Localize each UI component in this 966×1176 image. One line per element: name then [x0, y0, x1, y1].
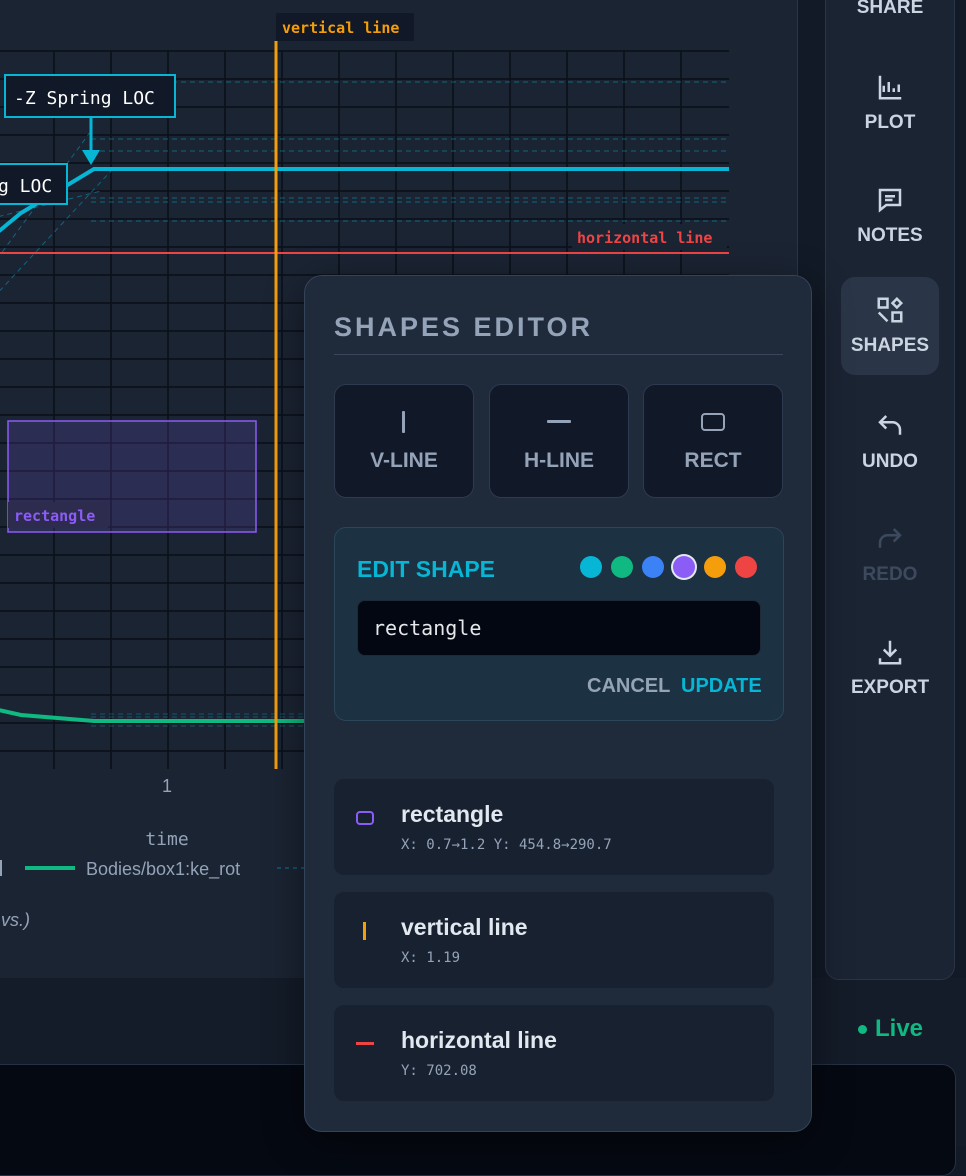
live-dot-icon	[858, 1024, 867, 1034]
swatch-cyan[interactable]	[580, 556, 602, 578]
color-swatches	[580, 556, 757, 578]
vline-icon	[402, 411, 405, 433]
swatch-purple[interactable]	[673, 556, 695, 578]
shape-coords: Y: 702.08	[401, 1063, 477, 1079]
toolbar-share-button[interactable]: SHARE	[841, 0, 939, 57]
toolbar-undo-label: UNDO	[862, 451, 918, 472]
shape-list-item-rectangle[interactable]: rectangle X: 0.7→1.2 Y: 454.8→290.7	[334, 779, 774, 875]
rect-icon	[701, 413, 725, 431]
legend-series-label[interactable]: Bodies/box1:ke_rot	[86, 859, 240, 880]
redo-icon	[878, 528, 902, 548]
download-icon	[878, 640, 902, 665]
shapes-icon	[877, 296, 904, 323]
toolbar-shapes-button[interactable]: SHAPES	[841, 277, 939, 375]
toolbar-share-label: SHARE	[856, 0, 924, 18]
shape-list-item-horizontal-line[interactable]: horizontal line Y: 702.08	[334, 1005, 774, 1101]
shape-name: rectangle	[401, 801, 504, 827]
update-button[interactable]: UPDATE	[681, 675, 762, 697]
ghost-trace	[0, 130, 92, 256]
add-hline-button[interactable]: H-LINE	[489, 384, 629, 498]
hline-shape-icon	[356, 1042, 374, 1045]
shape-name: horizontal line	[401, 1027, 557, 1053]
toolbar-shapes-label: SHAPES	[850, 335, 930, 356]
annotation-cut-text: g LOC	[0, 176, 52, 197]
swatch-green[interactable]	[611, 556, 633, 578]
legend-cut-marker	[0, 860, 2, 876]
swatch-blue[interactable]	[642, 556, 664, 578]
x-axis-label: time	[145, 829, 188, 850]
shape-name-input[interactable]	[357, 600, 761, 656]
edit-shape-form: EDIT SHAPE CANCEL UPDATE	[334, 527, 784, 721]
add-hline-label: H-LINE	[524, 449, 594, 472]
rect-shape-icon	[356, 811, 374, 825]
toolbar-redo-label: REDO	[862, 564, 918, 585]
annotation-box[interactable]	[4, 74, 176, 118]
toolbar-redo-button[interactable]: REDO	[841, 506, 939, 604]
add-vline-button[interactable]: V-LINE	[334, 384, 474, 498]
rectangle-label: rectangle	[14, 507, 95, 525]
horizontal-line-label: horizontal line	[577, 229, 712, 247]
vline-shape-icon	[363, 922, 366, 940]
add-vline-label: V-LINE	[370, 449, 438, 472]
vertical-line-label-bg	[276, 13, 414, 41]
toolbar-plot-label: PLOT	[864, 112, 916, 133]
shape-name: vertical line	[401, 914, 528, 940]
toolbar-export-button[interactable]: EXPORT	[841, 619, 939, 717]
annotation-box-cut[interactable]	[0, 163, 68, 205]
add-rect-button[interactable]: RECT	[643, 384, 783, 498]
edit-shape-title: EDIT SHAPE	[357, 556, 496, 582]
toolbar-plot-button[interactable]: PLOT	[841, 54, 939, 152]
shapes-editor-panel: SHAPES EDITOR V-LINE H-LINE RECT EDIT SH…	[304, 275, 812, 1132]
ghost-trace	[0, 190, 102, 217]
toolbar-notes-label: NOTES	[857, 225, 923, 246]
live-status-label: Live	[875, 1015, 924, 1042]
toolbar-undo-button[interactable]: UNDO	[841, 393, 939, 491]
x-tick-label: 1	[162, 776, 172, 796]
editor-title: SHAPES EDITOR	[334, 312, 594, 342]
right-toolbar: SHARE PLOT NOTES SHAPES UNDO REDO EXPO	[825, 0, 955, 980]
rectangle-label-bg	[8, 502, 108, 528]
cancel-button[interactable]: CANCEL	[587, 675, 671, 697]
annotation-arrowhead	[82, 150, 100, 165]
message-icon	[878, 188, 902, 213]
annotation-text: -Z Spring LOC	[14, 88, 155, 109]
vertical-line-label: vertical line	[282, 19, 399, 37]
hline-icon	[547, 420, 571, 423]
shape-coords: X: 0.7→1.2 Y: 454.8→290.7	[401, 837, 612, 853]
add-rect-label: RECT	[684, 449, 742, 472]
footnote-text: vs.)	[1, 910, 30, 930]
shape-list-item-vertical-line[interactable]: vertical line X: 1.19	[334, 892, 774, 988]
live-status: Live	[858, 1014, 923, 1044]
swatch-red[interactable]	[735, 556, 757, 578]
editor-divider	[334, 354, 783, 355]
horizontal-line-label-bg	[572, 224, 727, 250]
toolbar-notes-button[interactable]: NOTES	[841, 167, 939, 265]
shape-coords: X: 1.19	[401, 950, 461, 966]
chart-icon	[878, 75, 902, 100]
undo-icon	[878, 415, 902, 435]
toolbar-export-label: EXPORT	[850, 677, 930, 698]
ghost-trace	[0, 170, 112, 292]
swatch-orange[interactable]	[704, 556, 726, 578]
